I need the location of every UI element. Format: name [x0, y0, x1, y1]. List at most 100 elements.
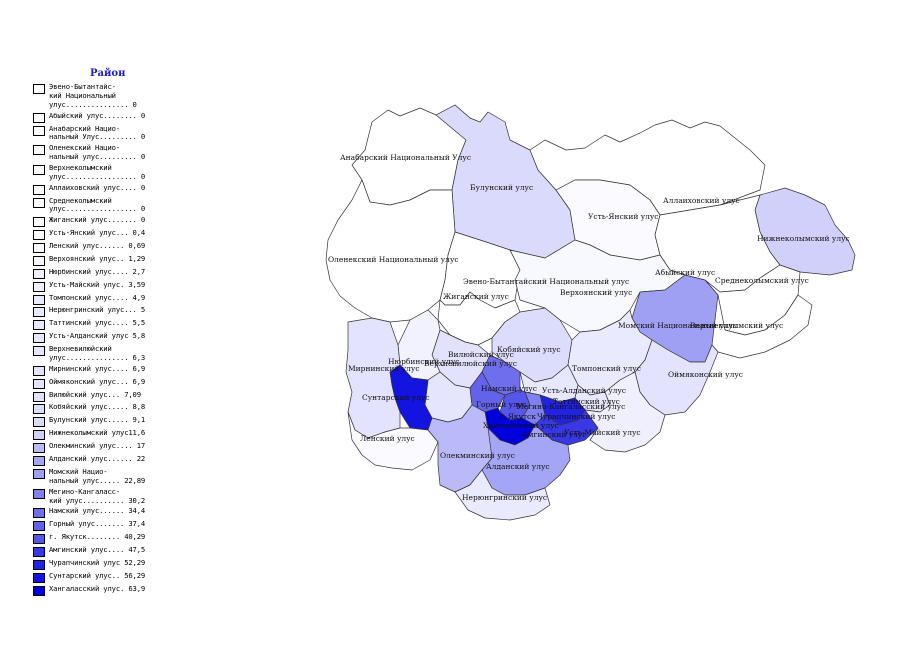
region-label: Ленский улус: [360, 434, 415, 443]
region-label: Мирнинский улус: [348, 364, 420, 373]
legend-swatch: [33, 378, 45, 389]
legend-item: Жиганский улус....... 0: [33, 215, 203, 228]
legend-item: Усть-Майский улус. 3,59: [33, 279, 203, 292]
region-label: Кобяйский улус: [497, 345, 561, 354]
legend-label: Оленекский Нацио- нальный улус......... …: [49, 143, 146, 162]
legend-item: Усть-Алданский улус 5,8: [33, 331, 203, 344]
legend-label: Усть-Майский улус. 3,59: [49, 279, 146, 289]
region-label: Среднеколымский улус: [715, 276, 809, 285]
legend-item: Верхоянский улус.. 1,29: [33, 254, 203, 266]
region-label: Жиганский улус: [443, 292, 509, 301]
legend-label: Хангаласский улус. 63,9: [49, 583, 146, 593]
legend-item: Ленский улус...... 0,69: [33, 240, 203, 253]
legend-item: Горный улус....... 37,4: [33, 519, 203, 532]
legend-swatch: [33, 468, 45, 479]
region-label: Амгинский улус: [522, 430, 587, 439]
legend-swatch: [33, 456, 45, 467]
region-label: Чурапчинский улус: [537, 412, 616, 421]
legend-item: Нерюнгринский улус... 5: [33, 305, 203, 318]
region-label: Абыйский улус: [655, 268, 715, 277]
region-label: Томпонский улус: [572, 364, 641, 373]
region-label: Оймяконский улус: [668, 370, 743, 379]
legend-item: Алданский улус...... 22: [33, 454, 203, 467]
region-label: Аллаиховский улус: [663, 196, 740, 205]
map-region: [345, 317, 401, 439]
legend-swatch: [33, 112, 45, 123]
legend-item: Мирнинский улус.... 6,9: [33, 363, 203, 376]
legend-swatch: [33, 333, 45, 344]
map-region: [454, 469, 551, 521]
legend-item: Сунтарский улус.. 56,29: [33, 570, 203, 583]
region-label: Анабарский Национальный Улус: [340, 153, 471, 162]
legend-item: Вилюйский улус... 7,09: [33, 389, 203, 402]
region-label: Оленекский Национальный улус: [328, 255, 459, 264]
legend-item: Верхневилюйский улус............... 6,3: [33, 344, 203, 363]
legend-item: Оленекский Нацио- нальный улус......... …: [33, 143, 203, 162]
legend-label: Жиганский улус....... 0: [49, 215, 146, 225]
legend-label: Аллаиховский улус.... 0: [49, 182, 146, 192]
region-label: Олекминский улус: [440, 451, 515, 460]
legend-swatch: [33, 585, 45, 596]
region-label: Верхнеколымский улус: [690, 321, 783, 330]
map-region: [584, 371, 666, 453]
legend-item: Среднеколымский улус................. 0: [33, 195, 203, 215]
legend-swatch: [33, 346, 45, 357]
legend-label: Верхнеколымский улус................. 0: [49, 162, 146, 181]
legend-item: Чурапчинский улус 52,29: [33, 558, 203, 570]
legend-item: Оймяконский улус... 6,9: [33, 377, 203, 389]
region-label: Верхневилюйский улус: [424, 359, 517, 368]
legend-label: г. Якутск........ 40,29: [49, 532, 146, 542]
legend-item: Усть-Янский улус... 0,4: [33, 228, 203, 241]
legend-item: Хангаласский улус. 63,9: [33, 583, 203, 596]
legend-swatch: [33, 281, 45, 292]
region-label: Вилюйский улус: [448, 350, 514, 359]
legend-label: Среднеколымский улус................. 0: [49, 195, 146, 214]
legend-swatch: [33, 521, 45, 532]
legend-label: Сунтарский улус.. 56,29: [49, 570, 146, 580]
region-label: Нижнеколымский улус: [757, 234, 850, 243]
region-label: Момский Национальный улус: [618, 321, 737, 330]
legend-label: Вилюйский улус... 7,09: [49, 389, 141, 399]
legend-item: Булунский улус..... 9,1: [33, 415, 203, 428]
legend-item: Нюрбинский улус.... 2,7: [33, 266, 203, 279]
legend-item: Томпонский улус.... 4,9: [33, 293, 203, 305]
legend-swatch: [33, 307, 45, 318]
region-label: Сунтарский улус: [362, 393, 430, 402]
legend-label: Эвено-Бытантайс- кий Национальный улус..…: [49, 82, 137, 109]
legend-swatch: [33, 508, 45, 519]
legend-swatch: [33, 320, 45, 331]
legend-items: Эвено-Бытантайс- кий Национальный улус..…: [33, 82, 203, 598]
region-label: Усть-Янский улус: [588, 212, 659, 221]
legend-label: Амгинский улус.... 47,5: [49, 545, 146, 555]
yakutia-choropleth-map: Анабарский Национальный Улус Булунский ул…: [325, 104, 856, 521]
map-region: [711, 294, 813, 359]
legend-swatch: [33, 443, 45, 454]
legend-swatch: [33, 197, 45, 208]
legend-swatch: [33, 534, 45, 545]
legend-label: Нерюнгринский улус... 5: [49, 305, 146, 315]
legend-label: Абыйский улус........ 0: [49, 110, 146, 120]
legend-swatch: [33, 547, 45, 558]
legend-label: Момский Нацио- нальный улус..... 22,89: [49, 466, 146, 485]
legend-item: Эвено-Бытантайс- кий Национальный улус..…: [33, 82, 203, 110]
legend-swatch: [33, 404, 45, 415]
legend-swatch: [33, 559, 45, 570]
legend-label: Верхневилюйский улус............... 6,3: [49, 344, 146, 363]
legend-label: Усть-Янский улус... 0,4: [49, 228, 146, 238]
legend-item: Абыйский улус........ 0: [33, 110, 203, 123]
legend-swatch: [33, 84, 45, 94]
legend-swatch: [33, 217, 45, 228]
legend-label: Нюрбинский улус.... 2,7: [49, 266, 146, 276]
legend-label: Намский улус...... 34,4: [49, 506, 146, 516]
legend-label: Алданский улус...... 22: [49, 454, 146, 464]
legend-swatch: [33, 417, 45, 428]
legend-label: Ленский улус...... 0,69: [49, 240, 146, 250]
region-label: Усть-Алданский улус: [542, 386, 626, 395]
legend-label: Булунский улус..... 9,1: [49, 415, 146, 425]
legend-swatch: [33, 145, 45, 156]
legend-item: Мегино-Кангаласс- кий улус.......... 30,…: [33, 487, 203, 506]
region-label: Усть-Майский улус: [564, 428, 641, 437]
map-labels: Анабарский Национальный Улус Булунский ул…: [328, 153, 850, 502]
region-label: Хангаласский улус: [483, 421, 559, 430]
legend-label: Мирнинский улус.... 6,9: [49, 363, 146, 373]
